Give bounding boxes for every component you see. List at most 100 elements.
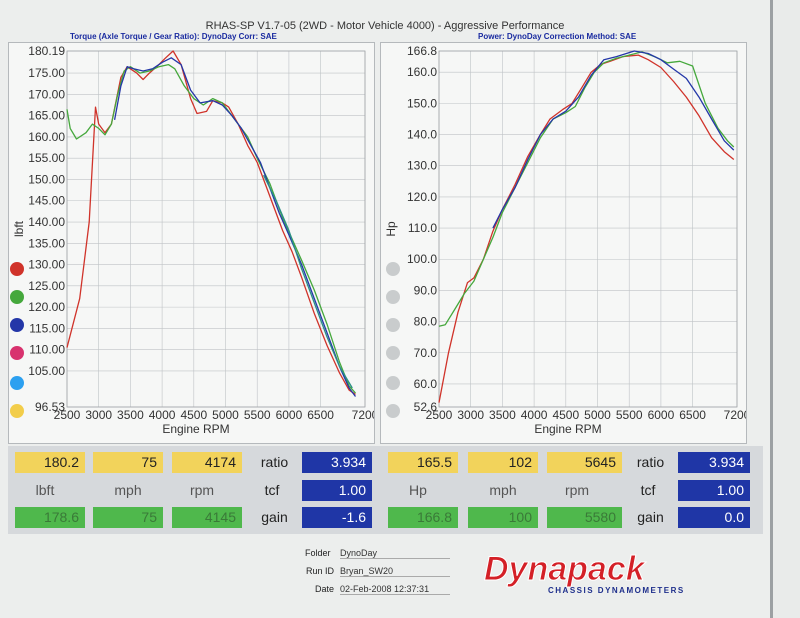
right-value-3: 5645 <box>547 452 622 473</box>
x-tick-label: 5000 <box>584 408 611 422</box>
right-gain-value: 0.0 <box>678 507 750 528</box>
y-tick-label: 70.0 <box>414 346 438 360</box>
y-tick-label: 145.00 <box>28 194 65 208</box>
run-red-dot[interactable] <box>10 262 24 276</box>
left-value-1: 180.2 <box>15 452 85 473</box>
x-axis-label: Engine RPM <box>534 422 601 436</box>
right-unit-3: rpm <box>564 482 590 498</box>
series-line-3 <box>263 174 353 389</box>
x-tick-label: 4500 <box>180 408 207 422</box>
run-id-value: Bryan_SW20 <box>340 566 450 577</box>
date-label: Date <box>315 584 335 594</box>
left-value-1b: 178.6 <box>15 507 85 528</box>
x-tick-label: 4500 <box>552 408 579 422</box>
x-tick-label: 5500 <box>616 408 643 422</box>
run-id-label: Run ID <box>306 566 335 576</box>
x-tick-label: 6000 <box>276 408 303 422</box>
y-tick-label: 150.0 <box>407 96 437 110</box>
y-tick-label: 140.0 <box>407 128 437 142</box>
y-tick-label: 125.00 <box>28 279 65 293</box>
run-slot-2-dot[interactable] <box>386 290 400 304</box>
left-unit-1: lbft <box>35 482 55 498</box>
left-gain-label: gain <box>261 509 288 525</box>
power-chart-panel: 2500 3000 3500 4000 4500 5000 5500 6000 6500 7200… <box>380 42 751 444</box>
x-tick-label: 3000 <box>85 408 112 422</box>
y-tick-label: 130.00 <box>28 258 65 272</box>
right-tcf-label: tcf <box>640 482 656 498</box>
right-ratio-value: 3.934 <box>678 452 750 473</box>
y-tick-label: 80.0 <box>414 315 438 329</box>
y-tick-label: 120.0 <box>407 190 437 204</box>
date-value: 02-Feb-2008 12:37:31 <box>340 584 450 595</box>
left-value-2b: 75 <box>93 507 163 528</box>
plot-border <box>438 50 738 408</box>
x-tick-label: 7200 <box>352 408 374 422</box>
y-tick-label: 120.00 <box>28 300 65 314</box>
x-tick-label: 2500 <box>54 408 81 422</box>
torque-chart-panel: 2500 3000 3500 4000 4500 5000 5500 6000 6500 7200… <box>8 42 379 444</box>
run-slot-6-dot[interactable] <box>386 404 400 418</box>
x-tick-label: 4000 <box>149 408 176 422</box>
left-tcf-label: tcf <box>264 482 280 498</box>
y-axis-label: Hp <box>384 221 398 237</box>
y-tick-label: 96.53 <box>35 400 65 414</box>
y-tick-label: 170.00 <box>28 87 65 101</box>
x-tick-label: 2500 <box>426 408 453 422</box>
left-unit-3: rpm <box>189 482 215 498</box>
y-tick-label: 130.0 <box>407 159 437 173</box>
left-gain-value: -1.6 <box>302 507 372 528</box>
folder-value: DynoDay <box>340 548 450 559</box>
right-value-3b: 5580 <box>547 507 622 528</box>
y-tick-label: 175.00 <box>28 66 65 80</box>
right-value-2b: 100 <box>468 507 538 528</box>
y-tick-label: 166.8 <box>407 44 437 58</box>
series-line-2 <box>492 50 735 229</box>
y-tick-label: 160.00 <box>28 130 65 144</box>
x-tick-label: 6500 <box>307 408 334 422</box>
run-slot-4-dot[interactable] <box>386 346 400 360</box>
x-tick-label: 5000 <box>212 408 239 422</box>
run-yellow-dot[interactable] <box>10 404 24 418</box>
torque-header: Torque (Axle Torque / Gear Ratio): DynoD… <box>70 32 277 41</box>
left-value-3: 4174 <box>172 452 242 473</box>
run-lightblue-dot[interactable] <box>10 376 24 390</box>
run-blue-dot[interactable] <box>10 318 24 332</box>
y-tick-label: 110.00 <box>29 343 65 357</box>
right-value-1b: 166.8 <box>388 507 458 528</box>
x-tick-label: 5500 <box>244 408 271 422</box>
run-green-dot[interactable] <box>10 290 24 304</box>
right-value-1: 165.5 <box>388 452 458 473</box>
dynapack-logo: Dynapack CHASSIS DYNAMOMETERS <box>484 550 685 596</box>
right-value-2: 102 <box>468 452 538 473</box>
right-unit-2: mph <box>489 482 517 498</box>
y-axis-label: lbft <box>12 220 26 237</box>
x-tick-label: 3500 <box>489 408 516 422</box>
y-tick-label: 100.0 <box>407 252 437 266</box>
run-pink-dot[interactable] <box>10 346 24 360</box>
power-chart: 2500 3000 3500 4000 4500 5000 5500 6000 6500 7200… <box>384 44 751 436</box>
x-tick-label: 4000 <box>521 408 548 422</box>
y-tick-label: 150.00 <box>28 172 65 186</box>
left-ratio-value: 3.934 <box>302 452 372 473</box>
x-tick-label: 6500 <box>679 408 706 422</box>
series-line-1 <box>66 63 356 394</box>
left-tcf-value: 1.00 <box>302 480 372 501</box>
power-header: Power: DynoDay Correction Method: SAE <box>478 32 637 41</box>
series-line-0 <box>66 50 356 395</box>
left-unit-2: mph <box>114 482 142 498</box>
y-tick-label: 105.00 <box>28 364 65 378</box>
left-value-3b: 4145 <box>172 507 242 528</box>
logo-tagline: CHASSIS DYNAMOMETERS <box>548 586 685 595</box>
run-slot-5-dot[interactable] <box>386 376 400 390</box>
right-gain-label: gain <box>637 509 664 525</box>
y-tick-label: 180.19 <box>28 44 65 58</box>
left-value-2: 75 <box>93 452 163 473</box>
report-title: RHAS-SP V1.7-05 (2WD - Motor Vehicle 400… <box>205 20 565 32</box>
right-tcf-value: 1.00 <box>678 480 750 501</box>
run-slot-1-dot[interactable] <box>386 262 400 276</box>
y-tick-label: 165.00 <box>28 109 65 123</box>
run-slot-3-dot[interactable] <box>386 318 400 332</box>
x-tick-label: 7200 <box>724 408 746 422</box>
y-tick-label: 110.0 <box>408 221 437 235</box>
